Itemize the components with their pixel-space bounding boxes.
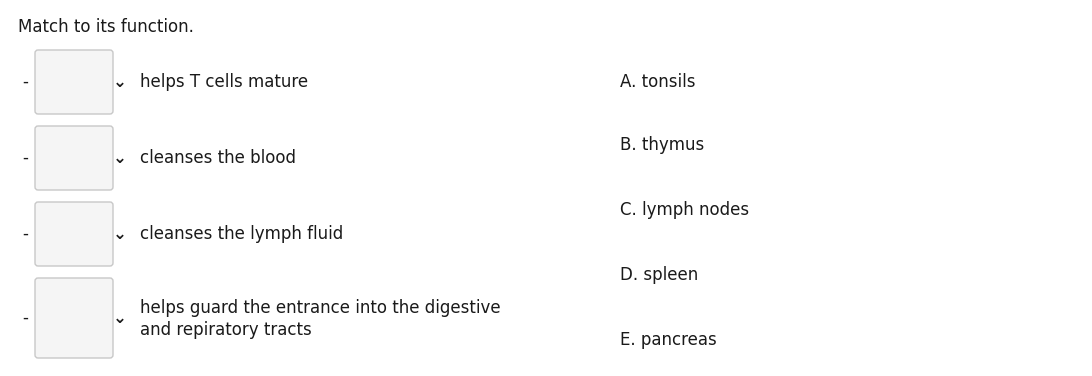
Text: E. pancreas: E. pancreas <box>620 331 716 349</box>
Text: helps T cells mature: helps T cells mature <box>140 73 308 91</box>
Text: and repiratory tracts: and repiratory tracts <box>140 321 311 339</box>
Text: ⌄: ⌄ <box>114 309 127 327</box>
FancyBboxPatch shape <box>35 202 112 266</box>
Text: -: - <box>22 309 28 327</box>
Text: C. lymph nodes: C. lymph nodes <box>620 201 749 219</box>
Text: ⌄: ⌄ <box>114 149 127 167</box>
Text: Match to its function.: Match to its function. <box>17 18 194 36</box>
Text: -: - <box>22 73 28 91</box>
Text: -: - <box>22 225 28 243</box>
Text: cleanses the lymph fluid: cleanses the lymph fluid <box>140 225 343 243</box>
FancyBboxPatch shape <box>35 126 112 190</box>
FancyBboxPatch shape <box>35 50 112 114</box>
Text: helps guard the entrance into the digestive: helps guard the entrance into the digest… <box>140 299 500 317</box>
Text: A. tonsils: A. tonsils <box>620 73 696 91</box>
Text: B. thymus: B. thymus <box>620 136 704 154</box>
FancyBboxPatch shape <box>35 278 112 358</box>
Text: D. spleen: D. spleen <box>620 266 698 284</box>
Text: -: - <box>22 149 28 167</box>
Text: cleanses the blood: cleanses the blood <box>140 149 296 167</box>
Text: ⌄: ⌄ <box>114 73 127 91</box>
Text: ⌄: ⌄ <box>114 225 127 243</box>
